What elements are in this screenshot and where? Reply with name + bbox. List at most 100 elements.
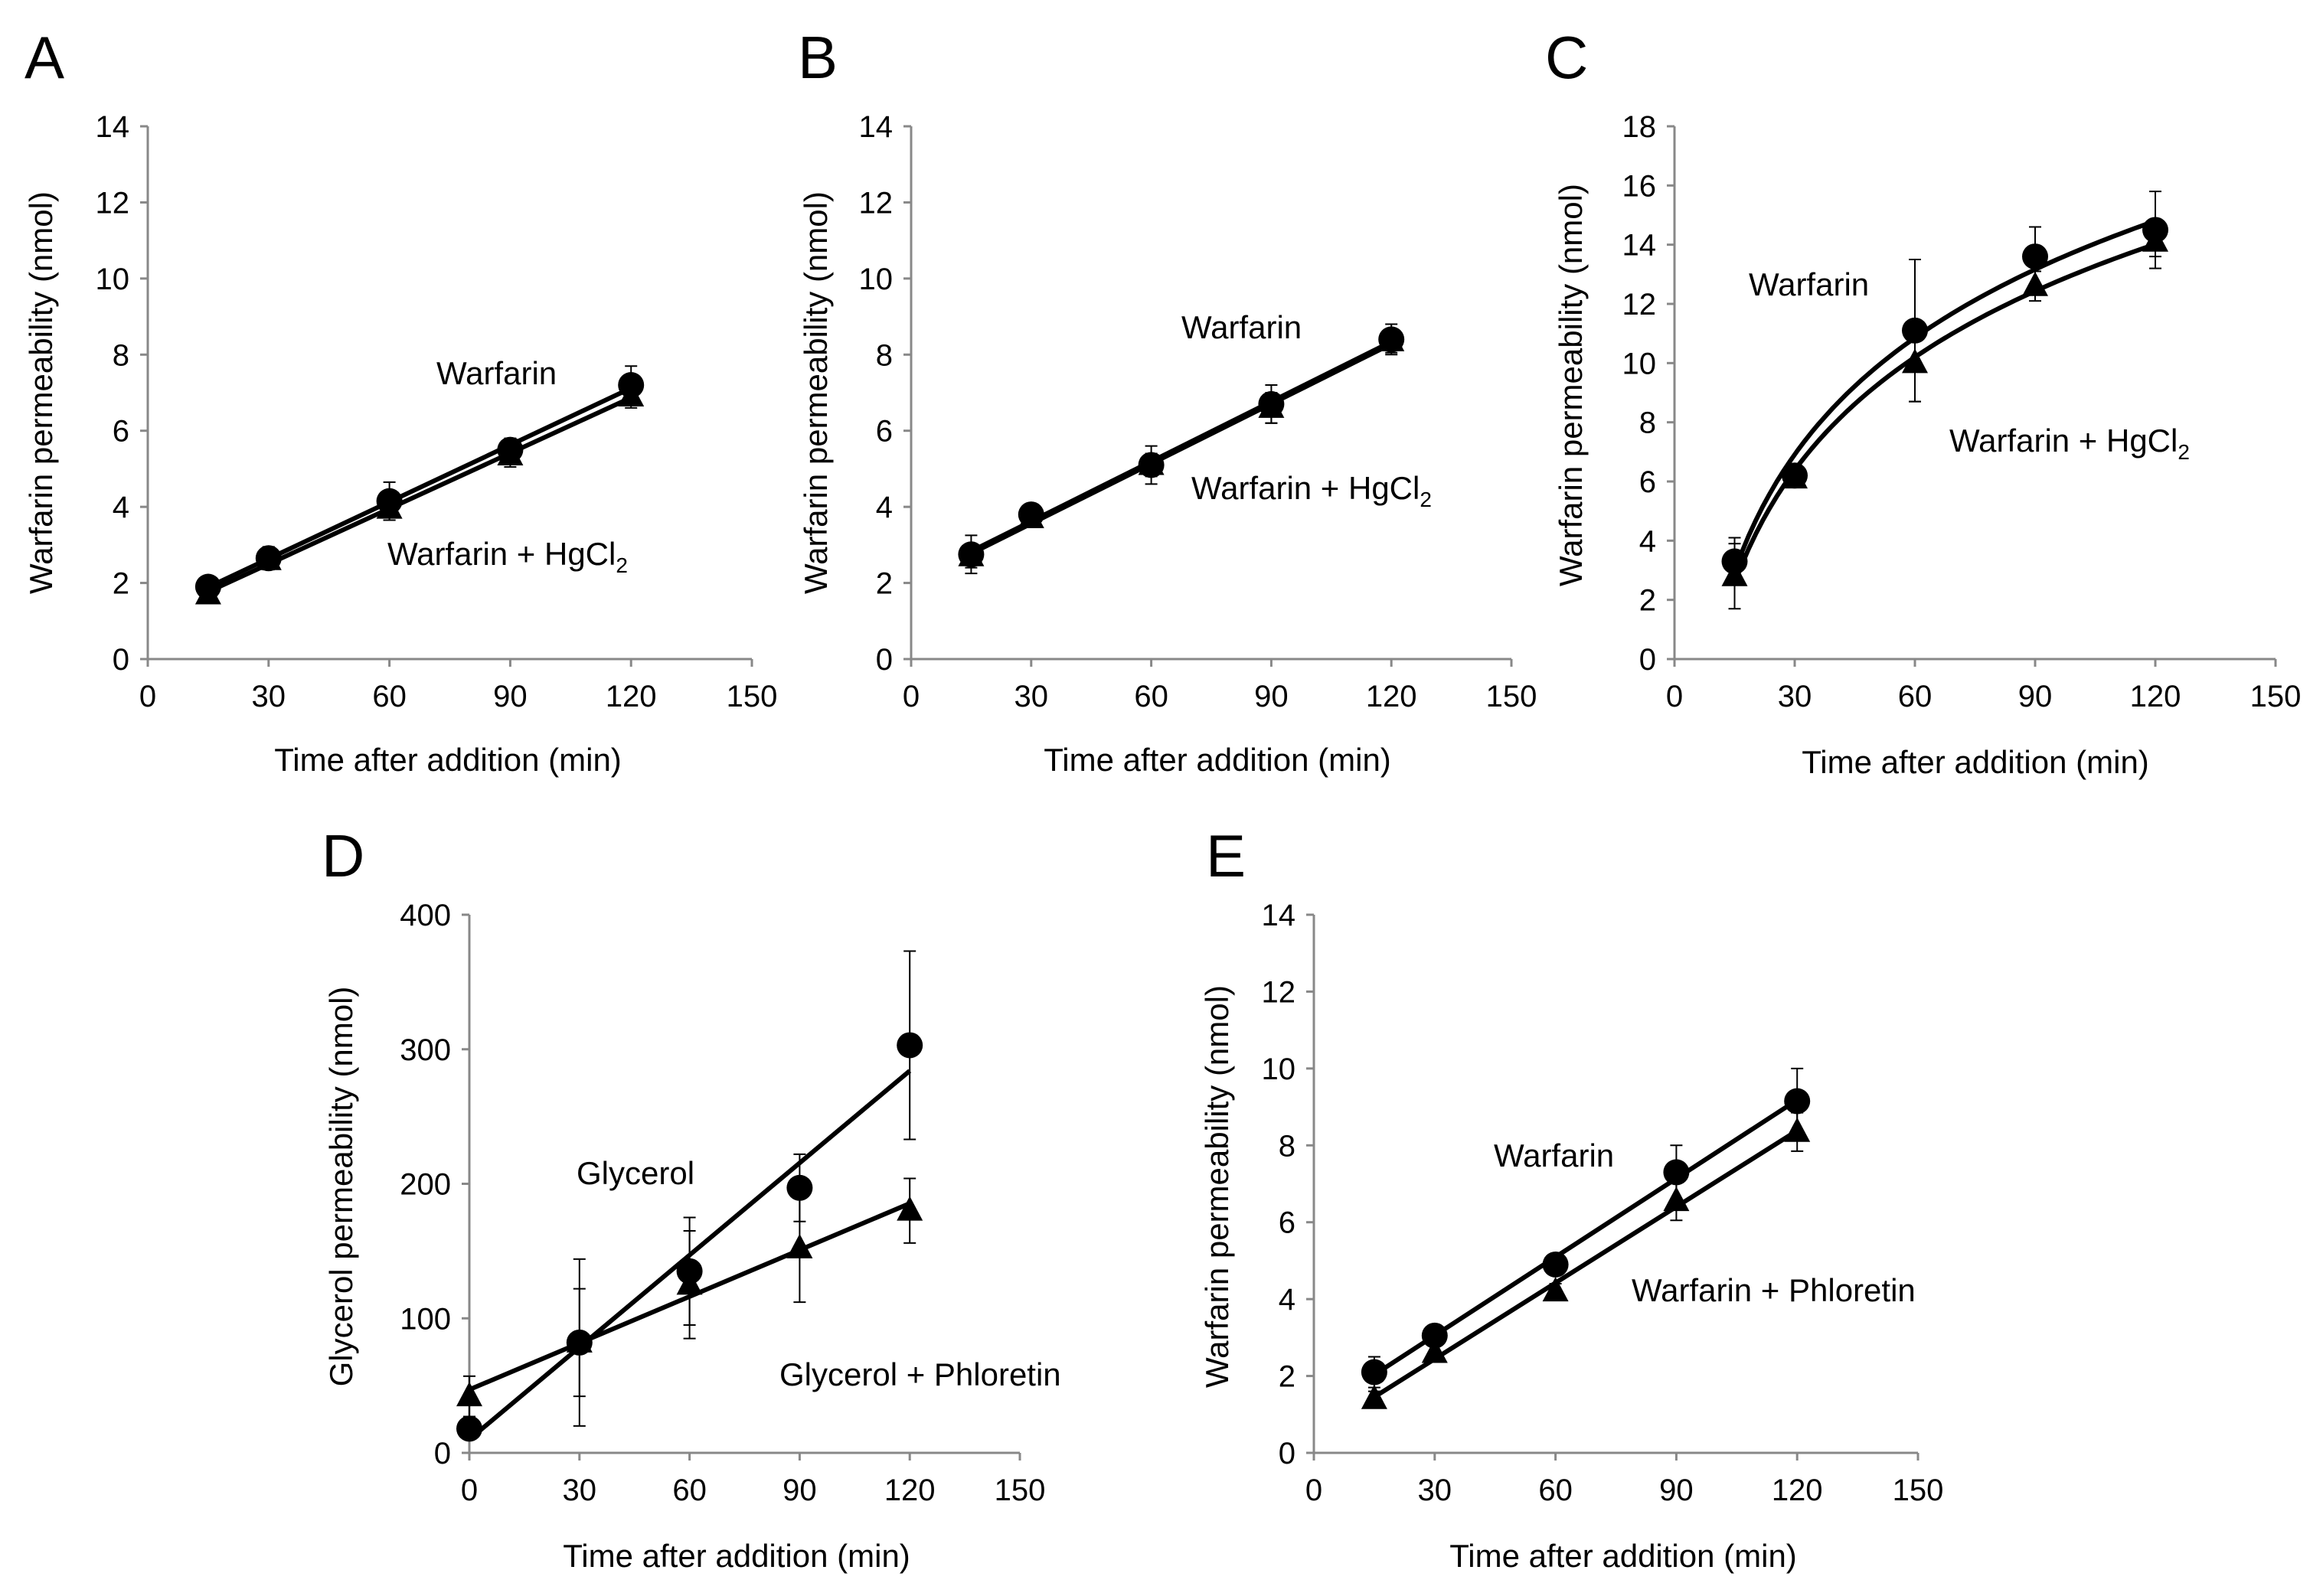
x-tick-label: 30 (1778, 680, 1812, 713)
y-tick-label: 300 (400, 1033, 451, 1067)
data-point-circle (456, 1415, 482, 1442)
data-point-triangle (1138, 450, 1165, 475)
x-tick-label: 120 (884, 1474, 936, 1507)
x-tick-label: 90 (1254, 680, 1289, 713)
x-tick-label: 150 (1486, 680, 1537, 713)
x-tick-label: 150 (2250, 680, 2302, 713)
data-marks (1361, 1067, 1811, 1409)
y-tick-label: 2 (113, 567, 129, 601)
y-tick-label: 8 (1279, 1129, 1295, 1163)
data-point-triangle (1542, 1277, 1569, 1302)
y-tick-label: 2 (876, 567, 893, 601)
x-tick-label: 30 (1014, 680, 1049, 713)
chart-panel-a: 0 30 60 90 120 150 0 2 4 6 8 10 12 14 Time after addi… (23, 110, 777, 778)
x-tick-label: 120 (2130, 680, 2181, 713)
fit-line-triangle (1732, 242, 2156, 584)
annotation-main: Warfarin + HgCl (1949, 423, 2178, 459)
y-tick-label: 2 (1639, 584, 1656, 618)
x-tick-label: 60 (1134, 680, 1168, 713)
y-axis-title: Glycerol permeability (nmol) (323, 987, 359, 1387)
x-tick-label: 150 (1893, 1474, 1944, 1507)
data-point-triangle (376, 494, 403, 519)
annotation-subscript: 2 (1420, 488, 1432, 511)
data-point-triangle (194, 579, 221, 605)
x-tick-label: 90 (493, 680, 528, 713)
data-point-circle (897, 1032, 923, 1059)
panel-letter-c: C (1545, 24, 1588, 91)
data-point-triangle (1721, 561, 1748, 586)
annotation-glycerol-phloretin: Glycerol + Phloretin (779, 1356, 1061, 1392)
annotation-warfarin: Warfarin (1181, 309, 1302, 345)
data-point-triangle (676, 1270, 703, 1295)
data-point-triangle (1258, 393, 1285, 418)
y-tick-label: 10 (1622, 347, 1657, 380)
y-tick-label: 0 (876, 643, 893, 677)
y-tick-label: 0 (434, 1437, 451, 1470)
chart-panel-c: 0 30 60 90 120 150 0 2 4 6 8 10 12 14 16 18 Time after … (1553, 110, 2301, 780)
y-tick-label: 14 (96, 110, 130, 144)
axes: 0 30 60 90 120 150 0 2 4 6 8 10 12 14 (1262, 899, 1944, 1507)
data-marks (456, 950, 923, 1442)
x-axis-title: Time after addition (min) (1449, 1538, 1797, 1574)
x-tick-label: 150 (995, 1474, 1046, 1507)
x-tick-label: 60 (1898, 680, 1933, 713)
data-point-triangle (566, 1327, 593, 1353)
annotation-subscript: 2 (616, 553, 628, 577)
x-tick-label: 0 (1666, 680, 1683, 713)
axes: 0 30 60 90 120 150 0 2 4 6 8 10 12 14 (859, 110, 1537, 713)
y-tick-label: 18 (1622, 110, 1657, 144)
data-point-triangle (456, 1382, 482, 1407)
y-tick-label: 10 (96, 263, 130, 296)
y-tick-label: 14 (1622, 229, 1657, 263)
data-point-triangle (255, 545, 282, 570)
y-tick-label: 0 (1639, 643, 1656, 677)
x-tick-label: 30 (1418, 1474, 1452, 1507)
data-marks (194, 365, 645, 605)
y-tick-label: 12 (96, 186, 130, 220)
x-tick-label: 60 (672, 1474, 707, 1507)
axes: 0 30 60 90 120 150 0 2 4 6 8 10 12 14 (96, 110, 778, 713)
x-tick-label: 120 (1772, 1474, 1823, 1507)
y-tick-label: 6 (1279, 1206, 1295, 1240)
annotation-warfarin-hgcl2: Warfarin + HgCl2 (1949, 423, 2190, 464)
axes: 0 30 60 90 120 150 0 2 4 6 8 10 12 14 16 18 (1622, 110, 2302, 713)
x-axis-title: Time after addition (min) (1802, 744, 2149, 780)
data-marks (958, 323, 1405, 575)
annotation-glycerol: Glycerol (577, 1155, 694, 1191)
x-tick-label: 120 (1366, 680, 1417, 713)
x-tick-label: 0 (461, 1474, 478, 1507)
chart-panel-b: 0 30 60 90 120 150 0 2 4 6 8 10 12 14 Time after addi… (798, 110, 1537, 778)
data-point-triangle (1784, 1117, 1811, 1142)
y-tick-label: 4 (1279, 1283, 1295, 1317)
data-point-circle (1421, 1322, 1448, 1349)
fit-line-triangle (970, 341, 1393, 556)
fit-line-triangle (1373, 1128, 1799, 1399)
data-point-triangle (497, 441, 524, 466)
chart-panel-d: 0 30 60 90 120 150 0 100 200 300 400 Time after ad… (323, 899, 1061, 1574)
y-tick-label: 6 (113, 415, 129, 449)
y-tick-label: 6 (1639, 465, 1656, 499)
data-point-triangle (2142, 227, 2168, 252)
data-point-circle (1663, 1159, 1690, 1186)
x-axis-title: Time after addition (min) (1044, 742, 1391, 778)
x-tick-label: 30 (563, 1474, 597, 1507)
y-tick-label: 12 (859, 186, 894, 220)
data-point-triangle (1361, 1384, 1387, 1409)
y-tick-label: 4 (876, 491, 893, 524)
panel-letter-b: B (798, 24, 838, 91)
x-tick-label: 90 (783, 1474, 817, 1507)
data-point-triangle (897, 1196, 923, 1221)
chart-panel-e: 0 30 60 90 120 150 0 2 4 6 8 10 12 14 Time after addi… (1199, 899, 1943, 1574)
x-tick-label: 0 (1305, 1474, 1322, 1507)
x-tick-label: 150 (727, 680, 778, 713)
data-point-triangle (1378, 326, 1405, 351)
annotation-warfarin-phloretin: Warfarin + Phloretin (1632, 1272, 1916, 1308)
y-tick-label: 16 (1622, 169, 1657, 203)
data-point-circle (2022, 243, 2048, 270)
y-tick-label: 100 (400, 1302, 451, 1336)
data-marks (1721, 191, 2168, 610)
annotation-warfarin-hgcl2: Warfarin + HgCl2 (1191, 470, 1432, 511)
y-axis-title: Warfarin permeability (nmol) (798, 191, 834, 594)
y-tick-label: 10 (1262, 1053, 1296, 1086)
